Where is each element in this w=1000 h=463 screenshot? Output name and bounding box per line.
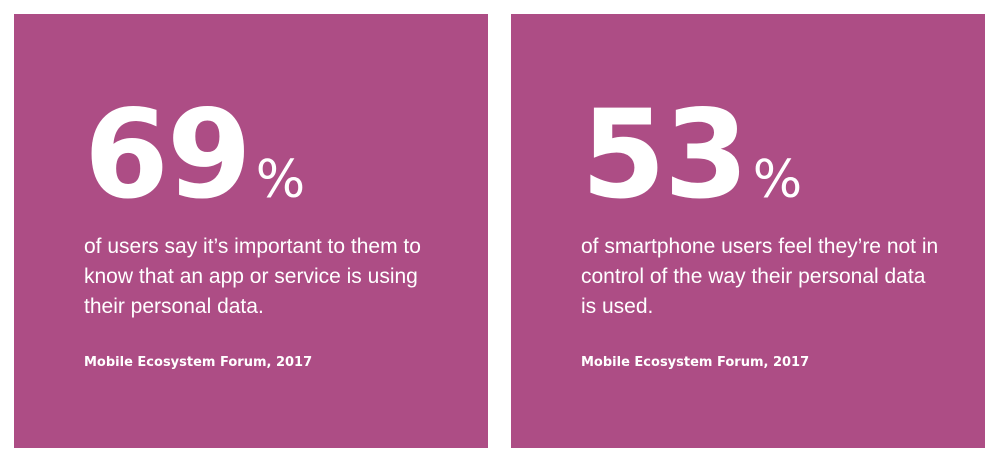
percent-sign: % [255, 150, 306, 210]
stat-card-left: 69% of users say it’s important to them … [14, 14, 488, 448]
stat-source: Mobile Ecosystem Forum, 2017 [581, 355, 810, 370]
stat-card-right: 53% of smartphone users feel they’re not… [511, 14, 985, 448]
stat-number: 53 [581, 84, 749, 226]
stat-description: of users say it’s important to them to k… [84, 235, 421, 318]
stat-source: Mobile Ecosystem Forum, 2017 [84, 355, 313, 370]
percent-sign: % [752, 150, 803, 210]
stat-number: 69 [84, 84, 252, 226]
stat-value: 53% [581, 94, 802, 216]
stat-description: of smartphone users feel they’re not in … [581, 235, 939, 318]
stat-value: 69% [84, 94, 305, 216]
